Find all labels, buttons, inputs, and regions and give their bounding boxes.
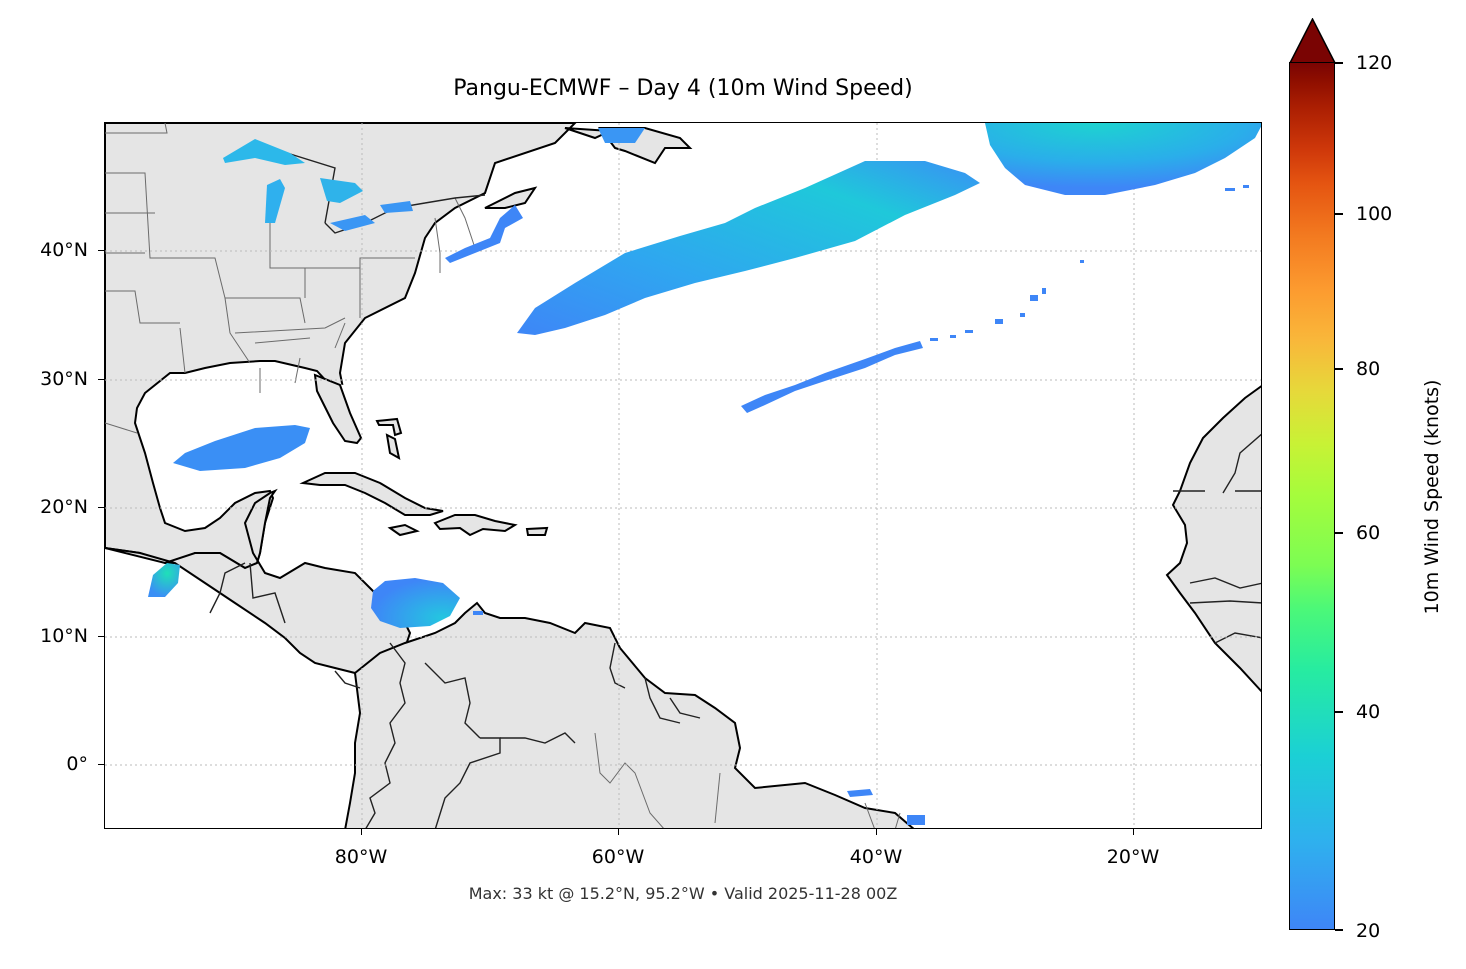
x-tick-label-80w: 80°W [334, 846, 388, 868]
wind-gulf-st-lawrence [598, 128, 645, 143]
y-tick-label-20n: 20°N [40, 496, 88, 518]
africa [1165, 385, 1261, 693]
max-wind-footnote: Max: 33 kt @ 15.2°N, 95.2°W • Valid 2025… [468, 884, 898, 903]
wind-amazon-mouth [847, 789, 873, 797]
map-panel [104, 122, 1262, 829]
colorbar-tick [1335, 711, 1343, 713]
y-tick-label-40n: 40°N [40, 239, 88, 261]
plot-title: Pangu-ECMWF – Day 4 (10m Wind Speed) [453, 76, 913, 101]
wind-central-atlantic-streak [741, 341, 923, 413]
x-tick-label-40w: 40°W [849, 846, 903, 868]
map-canvas [105, 123, 1261, 828]
central-america [105, 488, 412, 700]
colorbar-label-120: 120 [1356, 52, 1393, 74]
wind-tehuantepec [148, 563, 180, 597]
colorbar-title: 10m Wind Speed (knots) [1421, 379, 1443, 615]
colorbar-tick [1335, 929, 1343, 931]
hispaniola [433, 514, 518, 537]
wind-caribbean [371, 578, 460, 628]
wind-gulf-mexico [173, 425, 310, 471]
colorbar-tick [1335, 213, 1343, 215]
wind-lake-ontario [380, 201, 413, 213]
x-tick-mark [876, 829, 877, 835]
bahamas-2 [385, 433, 401, 460]
land [105, 123, 1261, 828]
colorbar-tick [1335, 62, 1343, 64]
state-borders [105, 123, 901, 828]
y-tick-label-30n: 30°N [40, 368, 88, 390]
y-tick-label-0: 0° [66, 753, 88, 775]
y-tick-mark [98, 764, 104, 765]
puerto-rico [525, 526, 549, 536]
florida-peninsula [313, 373, 363, 445]
y-tick-mark [98, 379, 104, 380]
wind-lake-huron [320, 178, 363, 203]
x-tick-label-20w: 20°W [1106, 846, 1160, 868]
y-tick-label-10n: 10°N [40, 625, 88, 647]
colorbar [1289, 62, 1335, 930]
wind-lake-erie [330, 215, 375, 231]
colorbar-label-20: 20 [1356, 920, 1381, 942]
colorbar-tick [1335, 368, 1343, 370]
wind-field [148, 123, 1261, 825]
colorbar-tick [1335, 532, 1343, 534]
nova-scotia [484, 186, 538, 209]
south-america [344, 601, 915, 828]
wind-ne-us-coast [445, 205, 523, 263]
y-tick-mark [98, 507, 104, 508]
colorbar-label-80: 80 [1356, 358, 1381, 380]
x-tick-mark [618, 829, 619, 835]
colorbar-extend-arrow-icon [1289, 18, 1336, 64]
jamaica [387, 523, 420, 537]
x-tick-mark [1133, 829, 1134, 835]
x-tick-mark [361, 829, 362, 835]
wind-ne-atlantic [985, 123, 1261, 195]
wind-lake-michigan [265, 179, 285, 223]
colorbar-label-60: 60 [1356, 522, 1381, 544]
cuba [299, 472, 444, 516]
colorbar-label-100: 100 [1356, 203, 1393, 225]
x-tick-label-60w: 60°W [591, 846, 645, 868]
wind-great-lakes-superior [223, 139, 305, 165]
y-tick-mark [98, 636, 104, 637]
colorbar-label-40: 40 [1356, 701, 1381, 723]
gridlines [105, 123, 1261, 828]
wind-atlantic-jet [517, 161, 980, 335]
y-tick-mark [98, 250, 104, 251]
bahamas [375, 417, 403, 437]
